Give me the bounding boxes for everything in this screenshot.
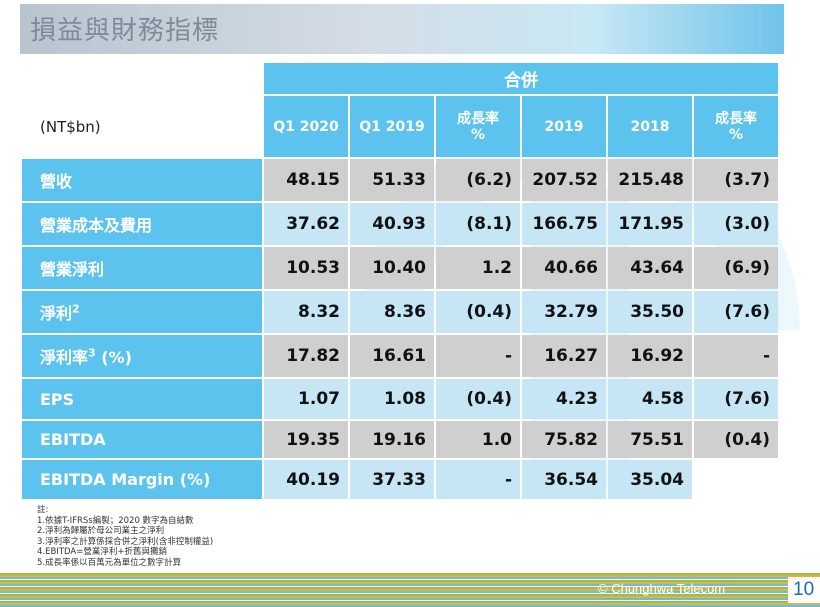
footnote-line: 2.淨利為歸屬於母公司業主之淨利 (37, 526, 165, 537)
table-cell: 207.52 (522, 159, 606, 201)
table-cell: 4.23 (522, 379, 606, 419)
footnote-line: 5.成長率係以百萬元為單位之數字計算 (37, 557, 182, 568)
consolidated-header: 合併 (264, 63, 778, 94)
table-cell: 36.54 (522, 460, 606, 499)
title-bar: 損益與財務指標 (20, 4, 784, 54)
footnote-line: 註: (37, 505, 49, 515)
table-cell: 8.36 (350, 291, 434, 333)
col-header-2019: 2019 (522, 96, 606, 157)
page-number: 10 (793, 579, 815, 600)
table-cell: 40.93 (350, 203, 434, 245)
table-cell: (7.6) (694, 291, 778, 333)
table-cell: 37.33 (350, 460, 434, 499)
table-cell: 166.75 (522, 203, 606, 245)
group-header-row: 合併 (22, 63, 778, 94)
row-label: EPS (22, 379, 262, 419)
table-cell: 75.82 (522, 421, 606, 458)
footnotes: 註: 1.依據T-IFRSs編製；2020 數字為自結數 2.淨利為歸屬於母公司… (37, 505, 213, 569)
row-label: EBITDA Margin (%) (22, 460, 262, 499)
col-header-growth-year: 成長率% (694, 96, 778, 157)
table-cell: 43.64 (608, 247, 692, 289)
table-row-net-margin: 淨利率3 (%) 17.82 16.61 - 16.27 16.92 - (22, 335, 778, 377)
table-row-eps: EPS 1.07 1.08 (0.4) 4.23 4.58 (7.6) (22, 379, 778, 419)
table-cell: (8.1) (436, 203, 520, 245)
row-label: 淨利率3 (%) (22, 335, 262, 377)
financial-indicators-table: 合併 (NT$bn) Q1 2020 Q1 2019 成長率% 2019 201… (20, 61, 780, 501)
col-header-q1-2019: Q1 2019 (350, 96, 434, 157)
row-label: 營業成本及費用 (22, 203, 262, 245)
unit-label: (NT$bn) (22, 96, 262, 157)
table-cell: 8.32 (264, 291, 348, 333)
table-cell: - (436, 335, 520, 377)
footnote-line: 3.淨利率之計算係採合併之淨利(含非控制權益) (37, 536, 214, 547)
table-cell: 19.35 (264, 421, 348, 458)
footnote-marker: 2 (72, 302, 80, 316)
row-label: EBITDA (22, 421, 262, 458)
col-header-q1-2020: Q1 2020 (264, 96, 348, 157)
table-row-operating-income: 營業淨利 10.53 10.40 1.2 40.66 43.64 (6.9) (22, 247, 778, 289)
table-row-net-income: 淨利2 8.32 8.36 (0.4) 32.79 35.50 (7.6) (22, 291, 778, 333)
table-row-ebitda: EBITDA 19.35 19.16 1.0 75.82 75.51 (0.4) (22, 421, 778, 458)
row-label: 營業淨利 (22, 247, 262, 289)
col-header-growth-quarter: 成長率% (436, 96, 520, 157)
row-label: 淨利2 (22, 291, 262, 333)
table-cell: 171.95 (608, 203, 692, 245)
table-row-operating-costs: 營業成本及費用 37.62 40.93 (8.1) 166.75 171.95 … (22, 203, 778, 245)
col-header-2018: 2018 (608, 96, 692, 157)
table-cell: 37.62 (264, 203, 348, 245)
page-title: 損益與財務指標 (30, 16, 220, 46)
table-cell: (0.4) (436, 379, 520, 419)
footer-stripes (0, 573, 820, 607)
table-cell: (3.0) (694, 203, 778, 245)
table-cell: 40.19 (264, 460, 348, 499)
table-cell: 10.40 (350, 247, 434, 289)
table-cell: 16.92 (608, 335, 692, 377)
row-label: 營收 (22, 159, 262, 201)
table-cell: 51.33 (350, 159, 434, 201)
table-cell: - (436, 460, 520, 499)
table-cell: 35.50 (608, 291, 692, 333)
footnote-marker: 3 (88, 346, 96, 360)
table-cell: (0.4) (694, 421, 778, 458)
table-cell: 16.61 (350, 335, 434, 377)
table-cell: - (694, 335, 778, 377)
table-cell: 35.04 (608, 460, 692, 499)
table-cell: 48.15 (264, 159, 348, 201)
table-cell: 4.58 (608, 379, 692, 419)
table-cell: (0.4) (436, 291, 520, 333)
table-cell: (6.9) (694, 247, 778, 289)
footnote-line: 1.依據T-IFRSs編製；2020 數字為自結數 (37, 515, 194, 526)
table-cell: (6.2) (436, 159, 520, 201)
table-cell: 40.66 (522, 247, 606, 289)
table-cell: 1.2 (436, 247, 520, 289)
table-cell: 16.27 (522, 335, 606, 377)
table-cell: 75.51 (608, 421, 692, 458)
footnote-line: 4.EBITDA=營業淨利+折舊與攤銷 (37, 547, 167, 558)
table-row-revenue: 營收 48.15 51.33 (6.2) 207.52 215.48 (3.7) (22, 159, 778, 201)
table-cell: 215.48 (608, 159, 692, 201)
table-cell: (7.6) (694, 379, 778, 419)
table-cell: (3.7) (694, 159, 778, 201)
table-cell: 1.0 (436, 421, 520, 458)
table-row-ebitda-margin: EBITDA Margin (%) 40.19 37.33 - 36.54 35… (22, 460, 778, 499)
table-cell: 32.79 (522, 291, 606, 333)
table-cell: 1.07 (264, 379, 348, 419)
table-cell: 19.16 (350, 421, 434, 458)
table-cell: 1.08 (350, 379, 434, 419)
page-number-box (788, 577, 820, 603)
column-header-row: (NT$bn) Q1 2020 Q1 2019 成長率% 2019 2018 成… (22, 96, 778, 157)
table-cell (694, 460, 778, 499)
copyright-text: © Chunghwa Telecom (598, 581, 726, 596)
table-cell: 10.53 (264, 247, 348, 289)
table-cell: 17.82 (264, 335, 348, 377)
